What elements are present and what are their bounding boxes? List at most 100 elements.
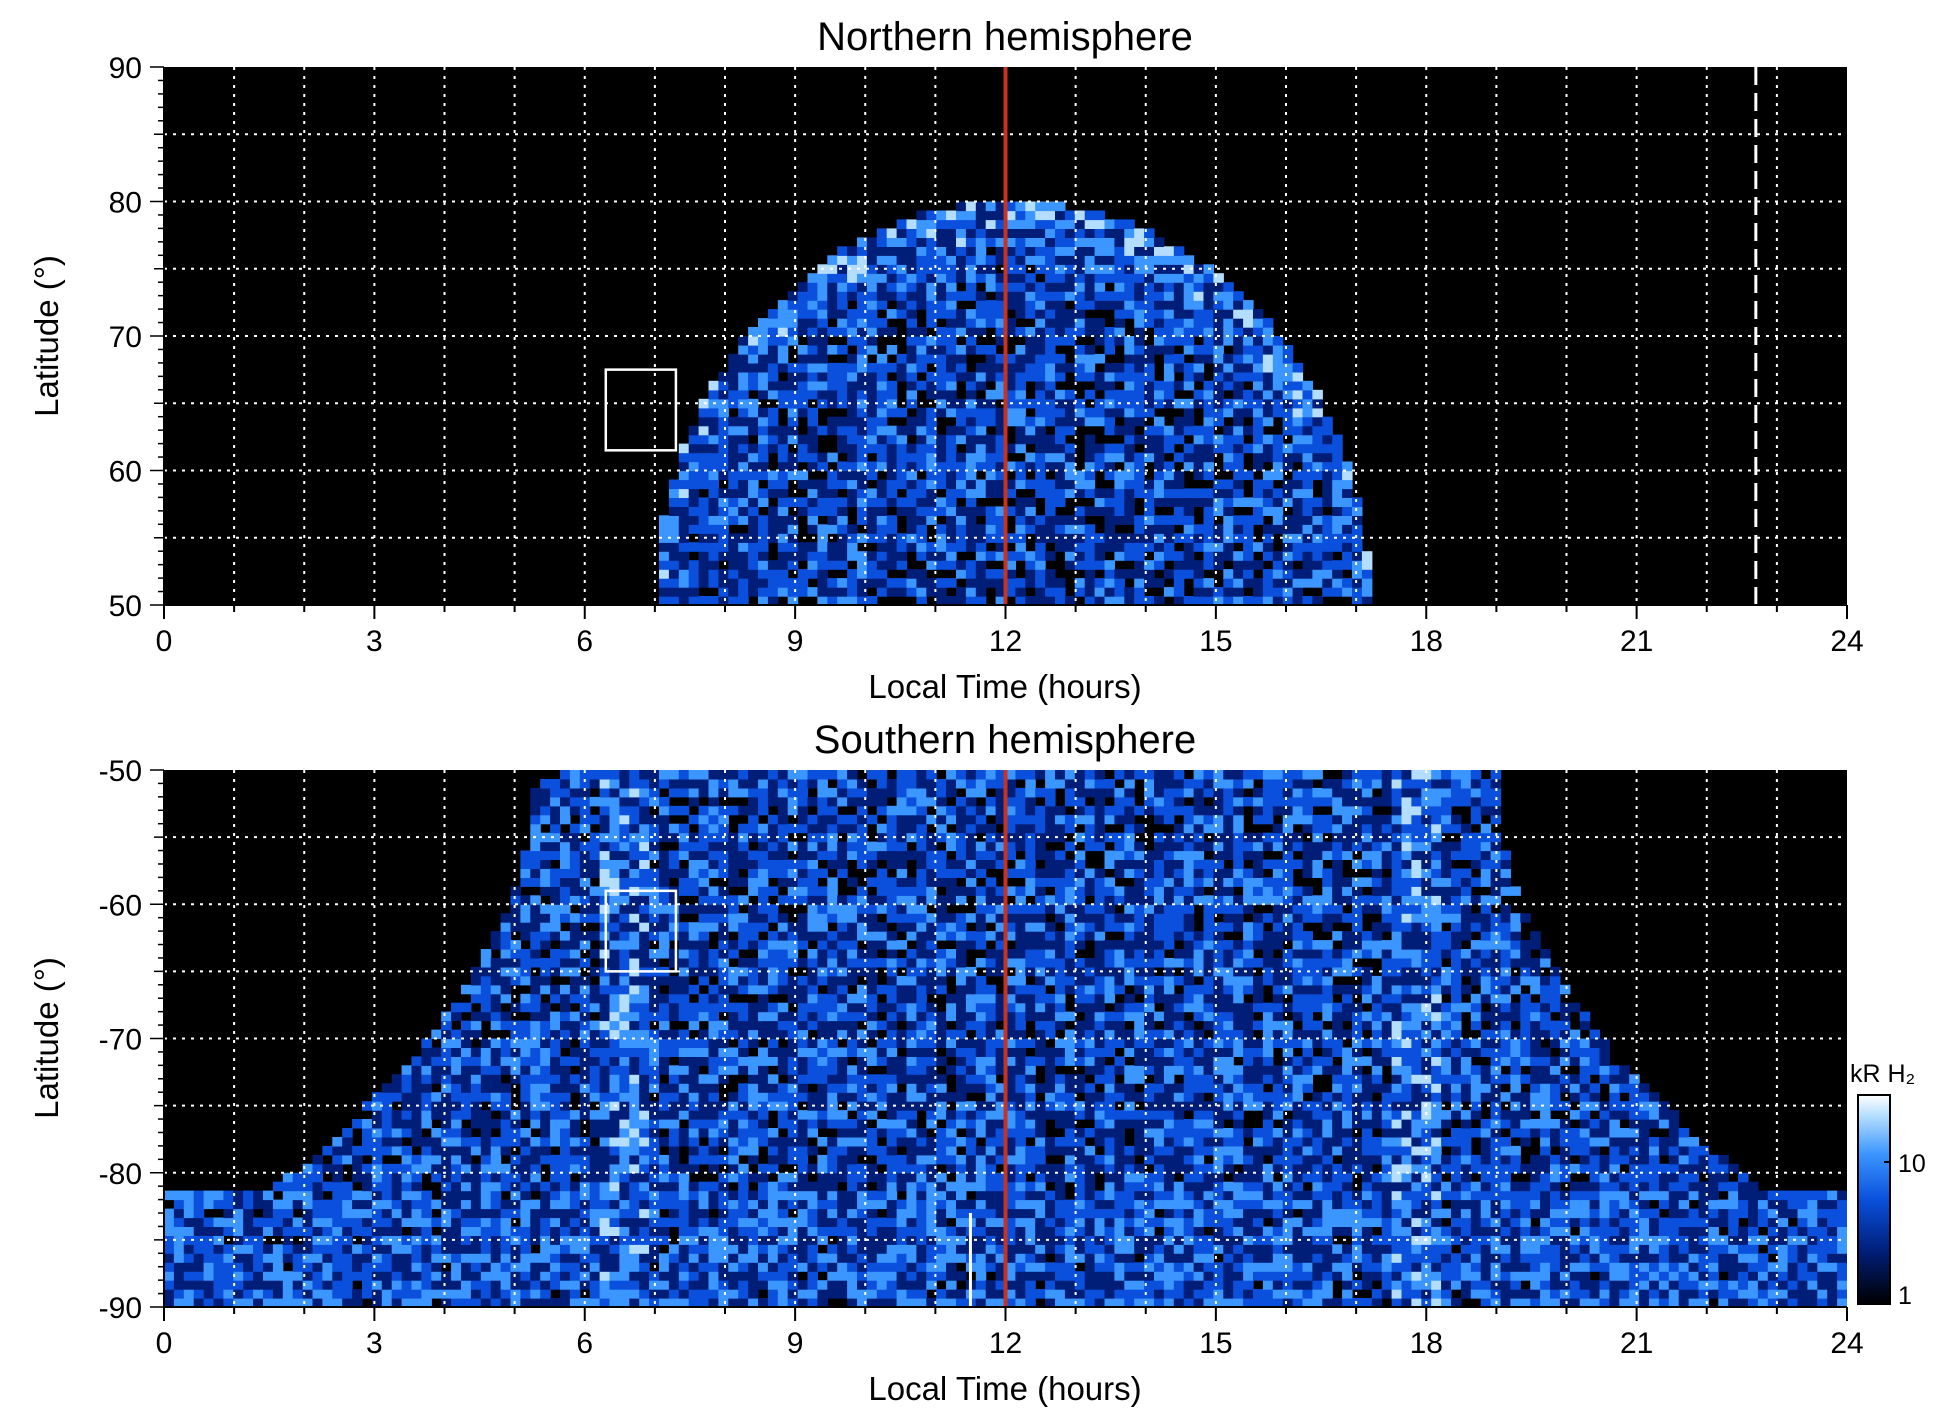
emission-cell (1352, 506, 1363, 516)
emission-cell (1124, 569, 1135, 579)
emission-cell (807, 993, 818, 1004)
emission-cell (520, 1262, 531, 1272)
emission-cell (777, 345, 789, 355)
emission-cell (797, 1154, 809, 1165)
emission-cell (302, 1190, 314, 1201)
emission-cell (926, 228, 937, 238)
emission-cell (520, 958, 531, 968)
emission-cell (1193, 569, 1205, 579)
emission-cell (500, 1128, 512, 1138)
emission-cell (510, 1137, 521, 1147)
emission-cell (1074, 327, 1086, 337)
emission-cell (916, 569, 927, 579)
emission-cell (857, 578, 868, 588)
emission-cell (1144, 479, 1155, 490)
emission-cell (401, 1208, 413, 1219)
emission-cell (1223, 452, 1234, 463)
emission-cell (1173, 318, 1185, 328)
emission-cell (659, 1253, 670, 1263)
emission-cell (1243, 389, 1254, 400)
emission-cell (956, 506, 967, 516)
emission-cell (490, 966, 502, 977)
emission-cell (698, 551, 710, 561)
emission-cell (520, 1145, 531, 1156)
emission-cell (946, 551, 957, 561)
emission-cell (975, 291, 987, 301)
emission-cell (470, 1110, 482, 1120)
emission-cell (223, 1244, 234, 1254)
emission-cell (758, 524, 769, 534)
emission-cell (827, 1217, 838, 1227)
emission-cell (629, 913, 640, 923)
emission-cell (1015, 416, 1026, 427)
emission-cell (847, 497, 858, 507)
emission-cell (362, 1271, 373, 1281)
emission-cell (609, 913, 620, 923)
emission-cell (807, 1271, 818, 1281)
emission-cell (837, 1208, 848, 1219)
emission-cell (490, 940, 502, 950)
emission-cell (837, 1217, 848, 1227)
emission-cell (797, 452, 809, 463)
emission-cell (619, 1244, 630, 1254)
emission-cell (1134, 470, 1145, 481)
emission-cell (1302, 461, 1313, 472)
emission-cell (678, 1253, 690, 1263)
emission-cell (1332, 560, 1343, 570)
emission-cell (1203, 336, 1214, 346)
emission-cell (272, 1226, 284, 1236)
emission-cell (550, 1217, 561, 1227)
emission-cell (936, 452, 947, 463)
emission-cell (965, 371, 977, 382)
emission-cell (540, 1226, 551, 1236)
emission-cell (490, 993, 502, 1004)
emission-cell (718, 371, 729, 382)
emission-cell (1233, 515, 1244, 525)
emission-cell (1282, 398, 1294, 409)
emission-cell (975, 416, 987, 427)
emission-cell (797, 569, 809, 579)
emission-cell (965, 273, 977, 283)
emission-cell (748, 850, 759, 860)
emission-cell (837, 560, 848, 570)
emission-cell (946, 362, 957, 373)
emission-cell (728, 1190, 739, 1201)
emission-cell (461, 1208, 472, 1219)
emission-cell (540, 966, 551, 977)
emission-cell (787, 1119, 799, 1129)
emission-cell (866, 1128, 878, 1138)
emission-cell (629, 904, 640, 914)
emission-cell (1262, 336, 1274, 346)
emission-cell (817, 1154, 828, 1165)
emission-cell (708, 1029, 719, 1040)
emission-cell (461, 1137, 472, 1147)
emission-cell (748, 832, 759, 843)
emission-cell (956, 219, 967, 229)
emission-cell (767, 569, 779, 579)
emission-cell (609, 1047, 620, 1057)
emission-cell (1193, 578, 1205, 588)
emission-cell (421, 1137, 432, 1147)
emission-cell (956, 318, 967, 328)
emission-cell (758, 966, 769, 977)
emission-cell (936, 282, 947, 292)
emission-cell (639, 877, 650, 887)
emission-cell (411, 1253, 422, 1263)
emission-cell (847, 327, 858, 337)
emission-cell (451, 1002, 462, 1013)
emission-cell (1005, 362, 1016, 373)
emission-cell (787, 1190, 799, 1201)
emission-cell (698, 958, 710, 968)
emission-cell (837, 1002, 848, 1013)
emission-cell (916, 407, 927, 418)
emission-cell (302, 1244, 314, 1254)
emission-cell (579, 1002, 591, 1013)
emission-cell (965, 389, 977, 400)
emission-cell (480, 1128, 492, 1138)
emission-cell (302, 1262, 314, 1272)
emission-cell (421, 1119, 432, 1129)
emission-cell (500, 1101, 512, 1111)
emission-cell (619, 868, 630, 878)
emission-cell (985, 452, 997, 463)
emission-cell (738, 805, 749, 816)
